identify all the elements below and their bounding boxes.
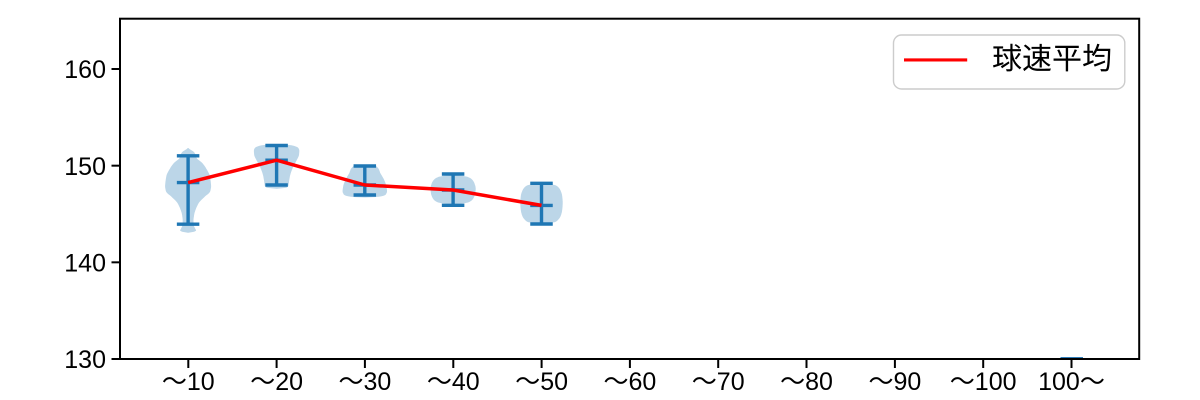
svg-text:150: 150: [64, 153, 106, 181]
svg-text:90: 90: [894, 368, 922, 396]
svg-text:10: 10: [187, 368, 215, 396]
svg-text:40: 40: [452, 368, 480, 396]
svg-text:70: 70: [717, 368, 745, 396]
svg-text:130: 130: [64, 346, 106, 374]
svg-text:100: 100: [1038, 368, 1080, 396]
svg-text:60: 60: [629, 368, 657, 396]
svg-text:20: 20: [275, 368, 303, 396]
svg-text:80: 80: [805, 368, 833, 396]
svg-text:50: 50: [540, 368, 568, 396]
svg-text:140: 140: [64, 249, 106, 277]
svg-text:30: 30: [364, 368, 392, 396]
svg-text:160: 160: [64, 56, 106, 84]
svg-text:100: 100: [975, 368, 1017, 396]
